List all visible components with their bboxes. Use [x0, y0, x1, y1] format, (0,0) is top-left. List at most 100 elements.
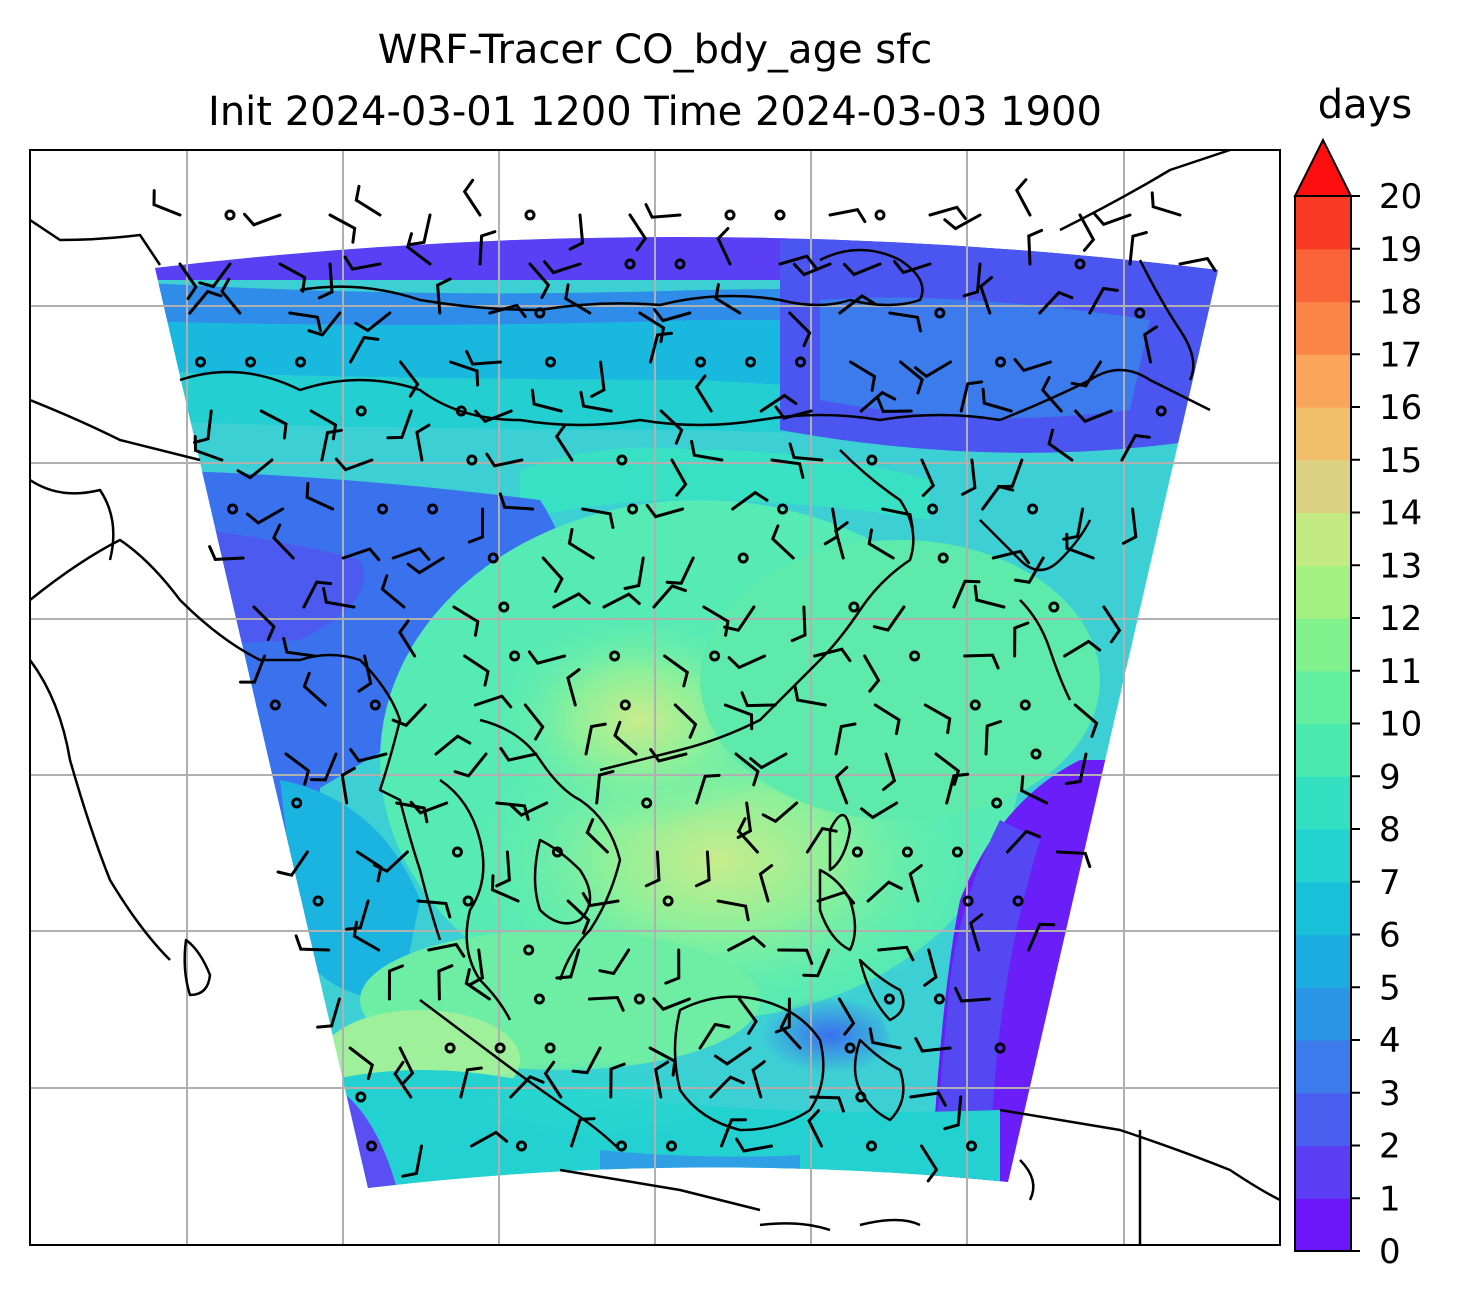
wind-barb: [720, 1118, 747, 1148]
wind-barb: [1078, 213, 1096, 252]
wind-barb: [790, 605, 807, 643]
wind-barb: [566, 899, 591, 935]
wind-barb: [961, 458, 977, 496]
calm-wind-marker: [523, 944, 535, 956]
colorbar-segment: [1295, 565, 1351, 619]
calm-wind-marker: [451, 846, 463, 858]
wind-barb: [934, 752, 961, 786]
coastlines: [30, 150, 1280, 1245]
wind-barb: [709, 1075, 745, 1099]
colorbar-units-label: days: [1317, 82, 1413, 128]
wind-barb: [882, 752, 897, 791]
wind-barb: [1178, 256, 1217, 272]
wind-barb: [523, 703, 545, 741]
wind-barb: [805, 826, 838, 854]
wind-barb: [316, 997, 341, 1029]
calm-wind-marker: [616, 1140, 627, 1152]
wind-barb: [888, 311, 922, 333]
colorbar-tick-label: 3: [1379, 1074, 1401, 1114]
wind-barb: [867, 528, 895, 560]
wind-barb: [348, 1046, 375, 1081]
wind-barb: [309, 409, 338, 441]
calm-wind-marker: [633, 993, 645, 1005]
wind-barb: [328, 213, 357, 244]
wind-barb: [1013, 621, 1030, 658]
colorbar-segment: [1295, 776, 1351, 830]
wind-barb: [807, 1109, 823, 1148]
tracer-age-field: [155, 236, 1218, 1188]
wind-barb: [649, 331, 673, 364]
wind-barb: [727, 935, 766, 952]
wind-barb: [509, 1075, 545, 1099]
colorbar-tick-label: 0: [1379, 1232, 1401, 1272]
wind-barb: [770, 524, 795, 560]
wind-barb: [272, 523, 295, 560]
wind-barb: [761, 801, 799, 824]
wind-barb: [849, 360, 877, 392]
colorbar-segment: [1295, 670, 1351, 725]
colorbar-segment: [1295, 407, 1351, 461]
wind-barb: [872, 605, 906, 632]
wind-barb: [863, 654, 881, 693]
wind-barb: [968, 913, 984, 952]
wind-barb: [881, 507, 914, 530]
colorbar-tick-label: 6: [1379, 916, 1401, 956]
calm-wind-marker: [455, 405, 467, 417]
wind-barb: [309, 752, 338, 782]
calm-wind-marker: [466, 454, 478, 466]
wind-barb: [465, 349, 502, 366]
calm-wind-marker: [355, 405, 367, 417]
calm-wind-marker: [909, 650, 921, 662]
wind-barb: [723, 605, 756, 632]
wind-barb: [899, 360, 924, 395]
wind-barb: [962, 262, 982, 298]
wind-barb: [468, 948, 485, 986]
wind-barb: [317, 262, 334, 300]
calm-wind-marker: [312, 895, 324, 907]
wind-barb: [758, 864, 774, 903]
wind-barb: [354, 184, 382, 217]
calm-wind-marker: [498, 601, 510, 613]
wind-barb: [644, 850, 661, 888]
wind-barb: [816, 890, 856, 905]
wind-barb: [979, 276, 993, 315]
wind-barb: [349, 748, 388, 763]
wind-barb: [528, 262, 551, 299]
wind-barb: [585, 818, 609, 854]
wind-barb: [543, 1060, 563, 1099]
wind-barb: [734, 752, 760, 787]
calm-wind-marker: [295, 356, 306, 368]
calm-wind-marker: [366, 1140, 377, 1152]
calm-wind-marker: [462, 895, 474, 907]
colorbar-segment: [1295, 987, 1351, 1041]
wind-barb: [239, 654, 267, 684]
wind-barb: [788, 442, 824, 462]
colorbar-segment: [1295, 1145, 1351, 1199]
wind-barb: [380, 574, 406, 609]
wind-barb: [436, 277, 452, 315]
calm-wind-marker: [627, 503, 639, 515]
calm-wind-marker: [937, 552, 949, 564]
wind-barb: [714, 283, 742, 315]
calm-wind-marker: [609, 650, 621, 662]
wind-barb: [581, 507, 615, 529]
colorbar-tick-label: 11: [1379, 652, 1422, 692]
wind-barb: [1073, 703, 1099, 738]
calm-wind-marker: [616, 454, 628, 466]
wind-barb: [566, 668, 581, 707]
calm-wind-marker: [966, 1140, 977, 1152]
calm-wind-marker: [544, 1042, 556, 1054]
calm-wind-marker: [516, 1140, 527, 1152]
calm-wind-marker: [883, 993, 895, 1005]
wind-barb: [740, 691, 777, 708]
colorbar-tick-label: 5: [1379, 968, 1401, 1008]
wind-barb: [152, 189, 182, 217]
wind-barb: [567, 528, 595, 560]
wind-barb: [920, 1144, 939, 1183]
wind-barb: [1014, 178, 1032, 217]
map-frame: [29, 149, 1281, 1246]
colorbar-tick-label: 13: [1379, 546, 1422, 586]
wind-barb: [649, 748, 688, 763]
wind-barb: [659, 409, 684, 445]
